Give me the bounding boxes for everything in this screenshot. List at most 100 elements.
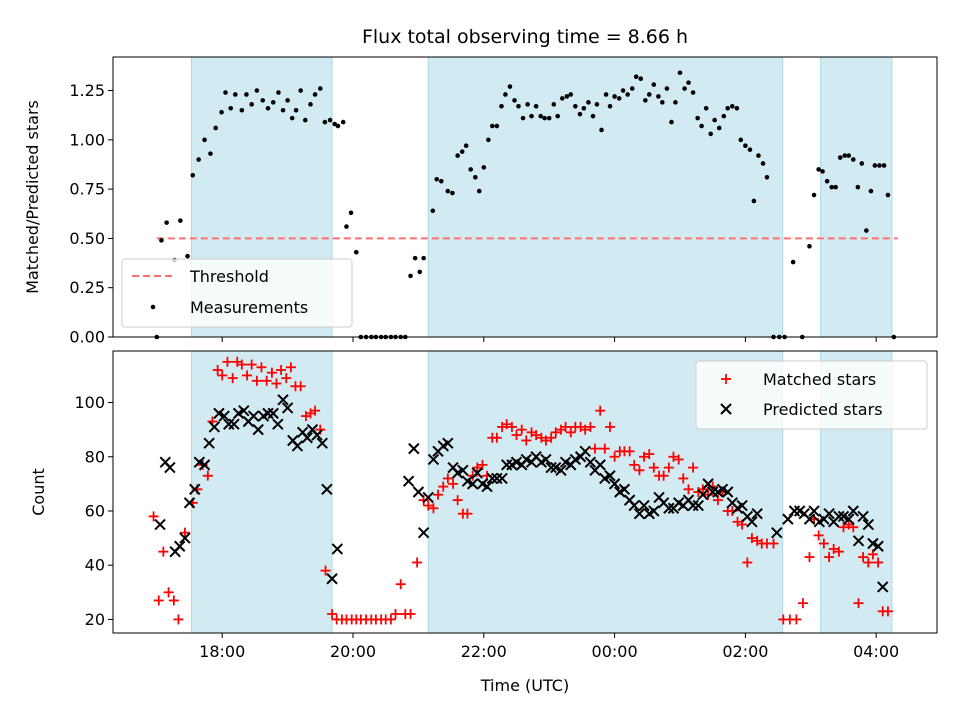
predicted-star-point-b — [798, 507, 810, 520]
matched-star-point — [644, 449, 655, 460]
predicted-star-point-b — [648, 505, 660, 517]
predicted-star-point-b — [782, 513, 794, 525]
matched-star-point — [813, 530, 824, 541]
predicted-star-point — [843, 513, 855, 525]
measurement-point — [607, 103, 613, 109]
measurement-point — [340, 119, 346, 125]
predicted-star-point — [183, 497, 196, 509]
top-y-axis-label: Matched/Predicted stars — [23, 100, 42, 294]
matched-star-point — [491, 432, 502, 443]
measurement-point — [859, 161, 865, 166]
top-legend: Threshold Measurements — [121, 258, 353, 328]
matched-star-point — [688, 462, 699, 473]
predicted-star-point — [872, 540, 884, 552]
predicted-star-point-b — [530, 451, 542, 463]
top-y-ticks: 0.00 0.25 0.50 0.75 1.00 1.25 — [69, 81, 113, 347]
measurement-point — [546, 115, 552, 121]
predicted-star-point-b — [223, 418, 235, 430]
bottom-y-tick-label: 100 — [74, 393, 105, 412]
measurement-point — [820, 169, 825, 174]
measurement-point — [581, 105, 587, 111]
top-y-tick-label: 1.00 — [69, 130, 105, 149]
predicted-star-point — [618, 483, 631, 495]
measurement-point — [730, 103, 735, 109]
matched-star-point — [712, 495, 723, 506]
predicted-star-point-b — [213, 407, 225, 420]
measurement-point — [594, 102, 600, 107]
predicted-star-point — [722, 486, 734, 498]
predicted-star-point — [877, 581, 889, 593]
measurement-point — [520, 115, 526, 121]
matched-star-point — [261, 375, 272, 386]
predicted-star-point-b — [579, 445, 591, 458]
measurement-point — [459, 149, 465, 154]
measurement-point — [664, 86, 670, 91]
measurement-point — [881, 163, 887, 168]
predicted-star-point-b — [837, 510, 850, 523]
matched-star-point — [863, 557, 874, 568]
measurement-point — [190, 173, 196, 178]
predicted-star-point-b — [486, 472, 499, 485]
legend-matched-marker — [721, 374, 731, 384]
predicted-star-point — [555, 464, 567, 477]
predicted-star-point-b — [408, 442, 420, 455]
matched-star-point — [395, 579, 406, 590]
matched-star-point — [385, 614, 396, 625]
predicted-star-point — [648, 505, 660, 517]
measurement-point — [293, 107, 299, 113]
matched-star-point — [531, 430, 542, 441]
bottom-y-tick-label: 40 — [85, 556, 105, 575]
predicted-star-point-b — [164, 461, 176, 474]
matched-star-point — [585, 421, 596, 432]
measurement-point — [318, 86, 323, 91]
top-y-tick-label: 0.75 — [69, 180, 105, 199]
matched-star-point — [251, 375, 262, 386]
matched-star-point — [462, 508, 473, 519]
predicted-star-point-b — [422, 491, 434, 504]
matched-star-point — [595, 405, 606, 416]
matched-star-point — [737, 519, 748, 530]
measurement-point — [864, 228, 869, 233]
measurement-point — [538, 113, 543, 119]
predicted-star-point-b — [287, 434, 299, 447]
bottom-plot-frame — [112, 350, 938, 634]
measurement-point — [829, 184, 835, 190]
predicted-star-point-b — [520, 453, 533, 466]
measurement-point — [208, 151, 213, 156]
predicted-star-point-b — [193, 456, 206, 468]
measurement-point — [507, 84, 513, 89]
predicted-star-point — [633, 507, 646, 520]
measurement-point — [417, 269, 423, 275]
predicted-star-point — [584, 456, 597, 468]
measurement-point — [472, 174, 478, 180]
predicted-star-point — [500, 459, 513, 471]
matched-star-point — [405, 609, 416, 620]
predicted-star-point — [326, 573, 338, 585]
measurement-point — [747, 147, 753, 152]
measurement-point — [353, 249, 359, 255]
matched-star-point — [882, 606, 893, 617]
matched-star-point — [202, 470, 213, 481]
top-y-tick-label: 0.00 — [69, 328, 105, 347]
bottom-y-tick-label: 80 — [85, 447, 105, 466]
predicted-star-point — [466, 478, 479, 490]
predicted-star-point-b — [559, 456, 572, 468]
measurement-point — [202, 137, 207, 143]
predicted-star-point — [442, 437, 454, 449]
measurement-point — [450, 190, 455, 196]
matched-star-point — [276, 364, 287, 375]
predicted-star-point — [823, 507, 835, 520]
matched-star-point — [546, 432, 557, 443]
matched-star-point — [703, 489, 714, 500]
measurement-point — [837, 155, 843, 160]
matched-star-point — [516, 424, 527, 435]
matched-star-point — [828, 543, 839, 554]
measurement-point — [760, 161, 766, 166]
measurement-point — [682, 86, 687, 91]
measurement-point — [555, 113, 560, 119]
predicted-star-point-b — [500, 459, 513, 471]
predicted-star-point-b — [321, 483, 333, 495]
measurement-point — [298, 88, 303, 93]
measurement-point — [280, 107, 286, 113]
measurement-point — [625, 92, 630, 97]
